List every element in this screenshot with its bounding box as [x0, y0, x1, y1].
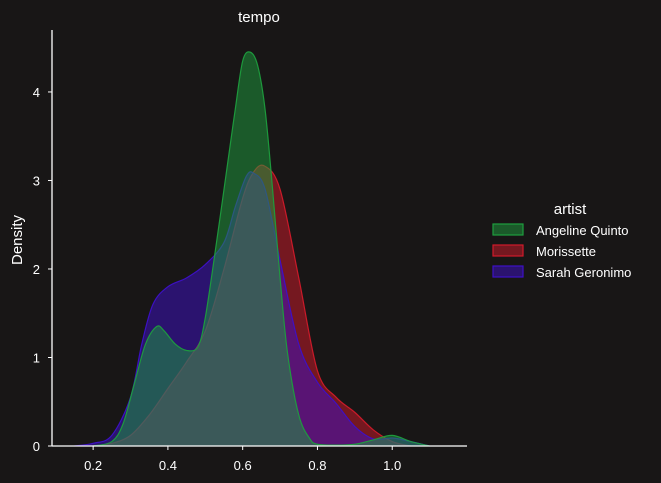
x-tick-label: 0.6: [234, 458, 252, 473]
x-tick-label: 0.2: [84, 458, 102, 473]
x-tick-label: 0.8: [308, 458, 326, 473]
density-areas: [74, 51, 430, 447]
area-angeline-quinto: [93, 51, 430, 446]
y-tick-label: 1: [33, 350, 40, 365]
y-tick-label: 0: [33, 439, 40, 454]
legend: artist Angeline Quinto Morissette Sarah Ge…: [492, 201, 631, 280]
legend-label-morissette: Morissette: [536, 244, 596, 259]
x-tick-label: 0.4: [159, 458, 177, 473]
y-tick-label: 4: [33, 85, 40, 100]
axes: 0 1 2 3 4 0.2 0.4 0.6 0.8 1.0: [33, 30, 467, 473]
chart-title: tempo: [238, 9, 280, 26]
legend-swatch-sarah-geronimo: [492, 265, 524, 278]
y-axis-label: Density: [9, 214, 26, 265]
legend-title: artist: [554, 201, 587, 218]
y-tick-label: 3: [33, 173, 40, 188]
x-tick-label: 1.0: [383, 458, 401, 473]
legend-swatch-angeline-quinto: [492, 223, 524, 236]
legend-swatch-morissette: [492, 244, 524, 257]
line-angeline-quinto: [92, 51, 430, 447]
legend-label-sarah-geronimo: Sarah Geronimo: [536, 265, 631, 280]
y-tick-label: 2: [33, 262, 40, 277]
legend-label-angeline-quinto: Angeline Quinto: [536, 223, 629, 238]
